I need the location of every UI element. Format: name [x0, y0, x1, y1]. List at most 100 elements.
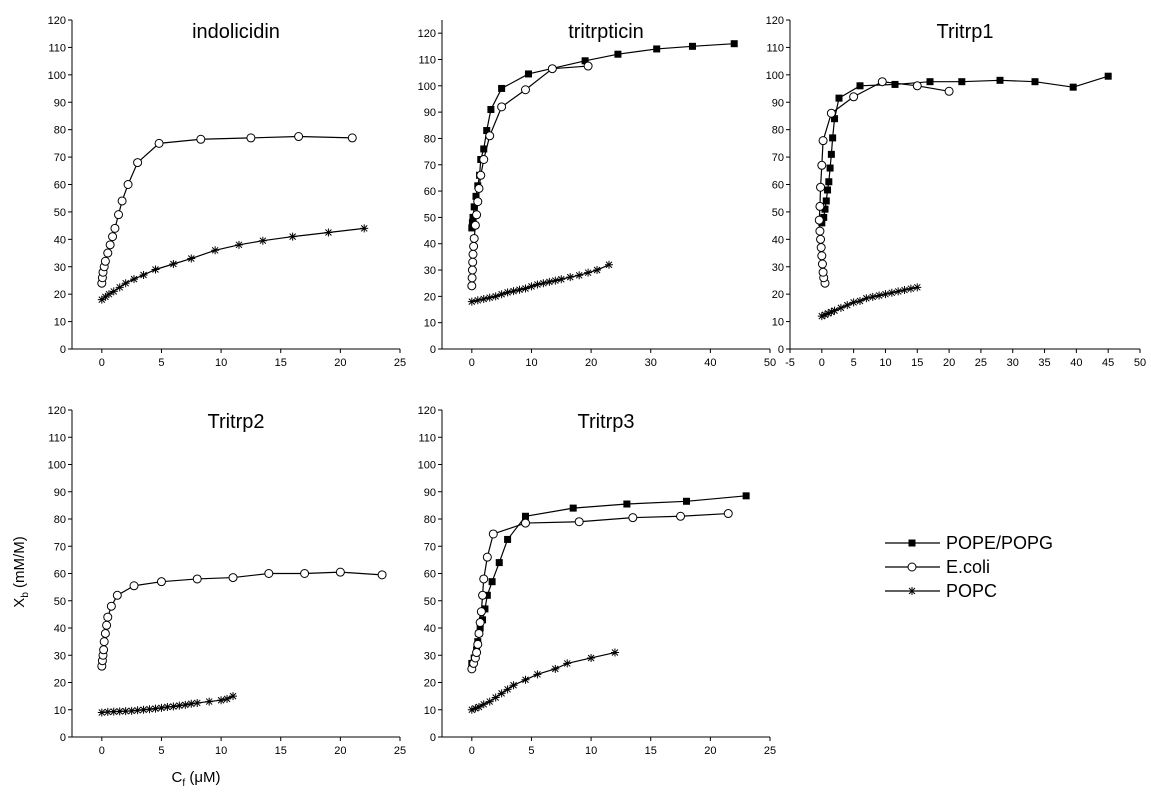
marker-circle [106, 601, 116, 611]
x-tick-label: 0 [469, 745, 475, 757]
marker-circle [469, 241, 479, 251]
marker-star [109, 287, 118, 296]
y-tick-label: 110 [418, 432, 436, 444]
legend: POPE/POPG E.coli POPC [885, 533, 1053, 601]
marker-star [139, 270, 148, 279]
marker-circle [335, 567, 345, 577]
marker-star [187, 699, 196, 708]
marker-star [566, 273, 575, 282]
marker-square [831, 115, 839, 123]
marker-square [835, 94, 843, 102]
marker-circle [816, 243, 826, 253]
x-tick-label: 5 [851, 357, 857, 369]
panel-title: Tritrp3 [577, 411, 634, 433]
marker-star [551, 276, 560, 285]
x-tick-label: 0 [99, 745, 105, 757]
marker-circle [264, 569, 274, 578]
x-label-part: (μM) [185, 769, 220, 786]
marker-circle [474, 183, 484, 193]
marker-square [524, 70, 532, 78]
x-label: Cf (μM) [172, 769, 221, 789]
marker-star [157, 703, 166, 712]
y-label-part: (mM/M) [11, 536, 28, 592]
y-tick-label: 20 [54, 289, 66, 301]
marker-star [563, 659, 572, 668]
y-tick-label: 40 [54, 623, 66, 635]
panel: 0 10 20 30 40 50 60 70 80 90 100 110 120 0 5 10 15 20 25 Tr… [418, 405, 776, 757]
marker-star [139, 705, 148, 714]
y-tick-label: 0 [60, 344, 66, 356]
y-tick-label: 80 [54, 514, 66, 526]
x-tick-label: 15 [645, 745, 657, 757]
marker-star [843, 301, 852, 310]
marker-star [217, 696, 226, 705]
y-tick-label: 120 [766, 15, 784, 27]
y-tick-label: 70 [424, 160, 436, 172]
marker-star [875, 291, 884, 300]
panel: 0 10 20 30 40 50 60 70 80 90 100 110 120 0 5 10 15 20 25 in… [48, 15, 406, 369]
y-tick-label: 50 [772, 207, 784, 219]
y-tick-label: 20 [424, 678, 436, 690]
marker-circle [476, 607, 486, 617]
x-tick-label: 50 [1134, 357, 1146, 369]
y-tick-label: 40 [424, 623, 436, 635]
marker-square [996, 76, 1004, 84]
marker-circle [105, 240, 115, 250]
marker-circle [100, 628, 110, 638]
marker-circle [472, 210, 482, 220]
marker-star [97, 708, 106, 717]
marker-square [829, 134, 837, 142]
marker-circle [475, 618, 485, 628]
marker-circle [103, 612, 113, 622]
y-label-part: b [20, 592, 31, 598]
x-tick-label: 25 [975, 357, 987, 369]
marker-star [824, 309, 833, 318]
panel-title: tritrpticin [568, 21, 644, 43]
x-tick-label: 20 [585, 357, 597, 369]
marker-star [163, 703, 172, 712]
marker-circle [99, 645, 109, 655]
y-tick-label: 0 [60, 732, 66, 744]
marker-circle [676, 511, 686, 521]
marker-star [151, 704, 160, 713]
panel-title: indolicidin [192, 21, 280, 43]
marker-star [101, 292, 110, 301]
marker-circle [815, 226, 825, 236]
marker-circle [467, 273, 477, 283]
marker-circle [817, 160, 827, 170]
marker-star [856, 297, 864, 306]
marker-star [205, 697, 214, 706]
marker-star [906, 284, 915, 293]
marker-square [581, 57, 589, 65]
y-tick-label: 30 [772, 262, 784, 274]
marker-star [360, 224, 369, 233]
y-tick-label: 30 [54, 650, 66, 662]
marker-circle [473, 197, 483, 207]
y-tick-label: 10 [424, 705, 436, 717]
marker-circle [818, 267, 828, 277]
x-tick-label: 25 [394, 745, 406, 757]
x-tick-label: 30 [1007, 357, 1019, 369]
marker-star [467, 705, 476, 714]
series-line [101, 227, 365, 301]
marker-star [497, 689, 506, 698]
y-tick-label: 80 [54, 125, 66, 137]
marker-star [485, 293, 494, 302]
marker-circle [488, 529, 498, 539]
marker-star [115, 707, 124, 716]
y-tick-label: 120 [48, 15, 66, 27]
x-tick-label: 10 [585, 745, 597, 757]
marker-square [688, 42, 696, 50]
y-tick-label: 60 [54, 180, 66, 192]
marker-star [503, 685, 512, 694]
marker-square [487, 105, 495, 113]
marker-circle [520, 518, 530, 528]
marker-star [109, 707, 118, 716]
marker-star [509, 287, 518, 296]
marker-circle [472, 648, 482, 658]
x-tick-label: 5 [528, 745, 534, 757]
marker-star [887, 288, 896, 297]
marker-circle [468, 249, 478, 259]
x-tick-label: 10 [879, 357, 891, 369]
marker-circle [815, 201, 825, 211]
